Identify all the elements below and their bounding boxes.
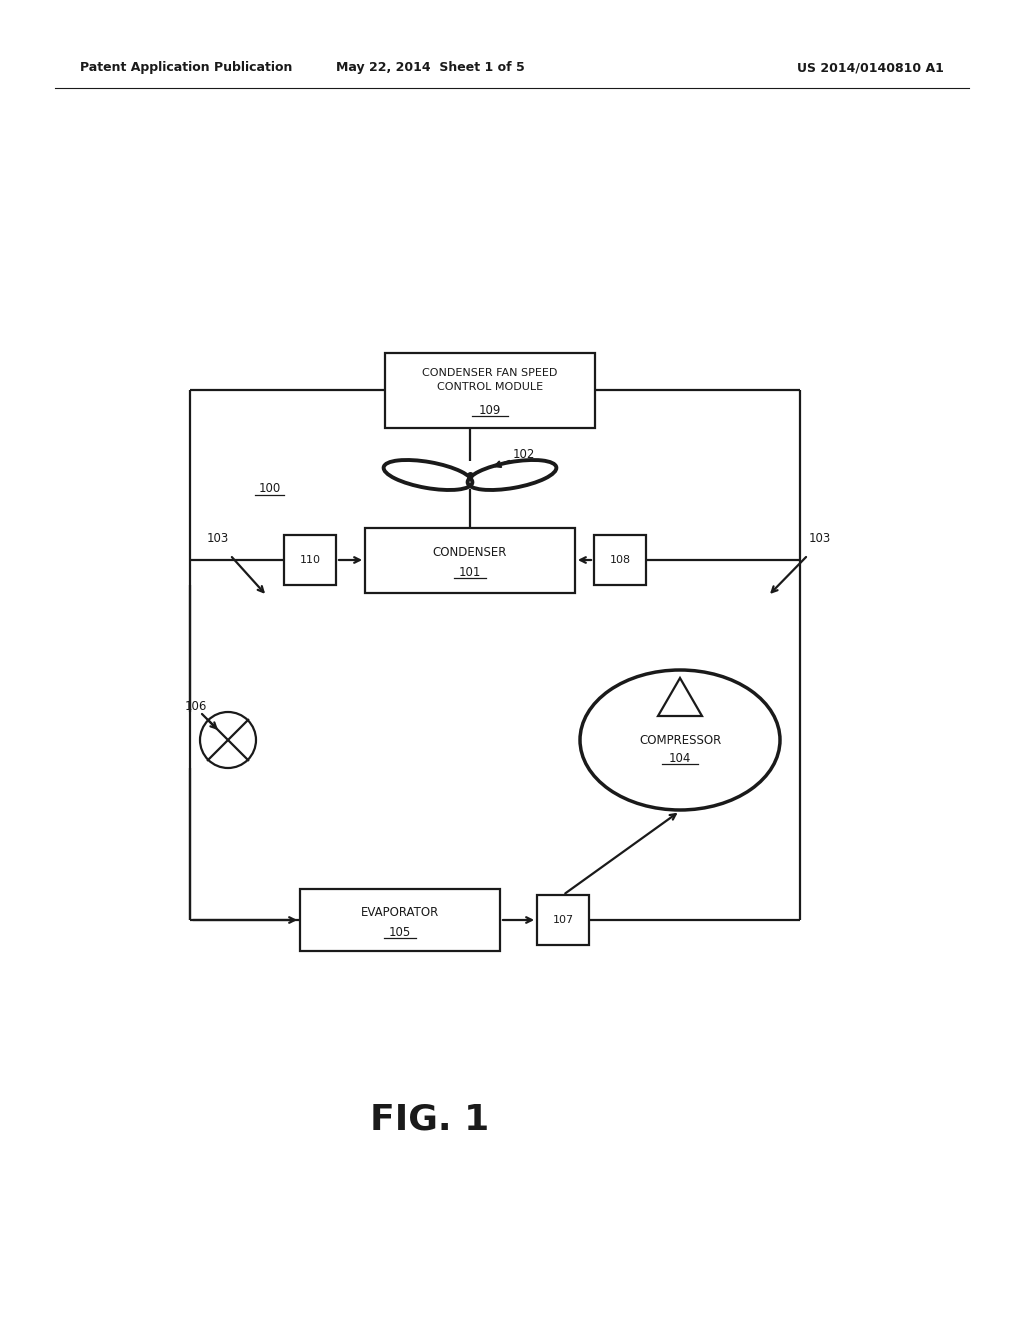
Text: 109: 109 xyxy=(479,404,501,417)
Text: EVAPORATOR: EVAPORATOR xyxy=(360,906,439,919)
Text: 104: 104 xyxy=(669,751,691,764)
Text: 107: 107 xyxy=(552,915,573,925)
Bar xyxy=(284,535,336,585)
Text: 108: 108 xyxy=(609,554,631,565)
Text: 105: 105 xyxy=(389,925,411,939)
Text: 100: 100 xyxy=(259,482,282,495)
Bar xyxy=(385,352,595,428)
Text: 103: 103 xyxy=(809,532,831,544)
Text: COMPRESSOR: COMPRESSOR xyxy=(639,734,721,747)
Text: 110: 110 xyxy=(299,554,321,565)
Text: CONDENSER FAN SPEED
CONTROL MODULE: CONDENSER FAN SPEED CONTROL MODULE xyxy=(422,368,558,392)
Text: 106: 106 xyxy=(184,700,207,713)
Text: May 22, 2014  Sheet 1 of 5: May 22, 2014 Sheet 1 of 5 xyxy=(336,62,524,74)
Bar xyxy=(594,535,646,585)
Bar xyxy=(537,895,589,945)
Text: 103: 103 xyxy=(207,532,229,544)
Text: 102: 102 xyxy=(513,447,536,461)
Text: 101: 101 xyxy=(459,565,481,578)
Text: FIG. 1: FIG. 1 xyxy=(371,1104,489,1137)
Bar xyxy=(365,528,575,593)
Bar xyxy=(300,888,500,950)
Text: Patent Application Publication: Patent Application Publication xyxy=(80,62,293,74)
Text: CONDENSER: CONDENSER xyxy=(433,545,507,558)
Text: US 2014/0140810 A1: US 2014/0140810 A1 xyxy=(797,62,944,74)
